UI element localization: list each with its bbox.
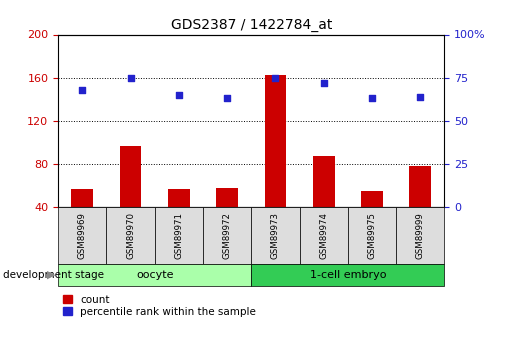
- Text: GSM89973: GSM89973: [271, 212, 280, 259]
- Point: [78, 87, 86, 92]
- FancyBboxPatch shape: [203, 207, 251, 264]
- Text: development stage: development stage: [3, 270, 104, 280]
- FancyBboxPatch shape: [58, 264, 251, 286]
- FancyBboxPatch shape: [107, 207, 155, 264]
- Bar: [216, 188, 238, 207]
- FancyBboxPatch shape: [299, 207, 348, 264]
- Bar: [120, 146, 141, 207]
- Bar: [71, 189, 93, 207]
- FancyBboxPatch shape: [251, 264, 444, 286]
- FancyBboxPatch shape: [155, 207, 203, 264]
- Point: [271, 75, 279, 80]
- Bar: [168, 189, 190, 207]
- Point: [175, 92, 183, 98]
- Point: [416, 94, 424, 99]
- FancyBboxPatch shape: [251, 207, 299, 264]
- Text: GSM89969: GSM89969: [78, 212, 87, 259]
- Bar: [313, 156, 334, 207]
- Legend: count, percentile rank within the sample: count, percentile rank within the sample: [63, 295, 256, 317]
- Text: GSM89999: GSM89999: [416, 212, 425, 259]
- Text: GSM89970: GSM89970: [126, 212, 135, 259]
- Text: ▶: ▶: [47, 270, 56, 280]
- Bar: [265, 76, 286, 207]
- Bar: [361, 191, 383, 207]
- Text: oocyte: oocyte: [136, 270, 173, 280]
- Point: [320, 80, 328, 86]
- Text: GSM89972: GSM89972: [223, 212, 232, 259]
- Text: 1-cell embryo: 1-cell embryo: [310, 270, 386, 280]
- Text: GSM89974: GSM89974: [319, 212, 328, 259]
- Point: [126, 75, 134, 80]
- FancyBboxPatch shape: [396, 207, 444, 264]
- FancyBboxPatch shape: [58, 207, 107, 264]
- Point: [368, 96, 376, 101]
- Title: GDS2387 / 1422784_at: GDS2387 / 1422784_at: [171, 18, 332, 32]
- Text: GSM89971: GSM89971: [174, 212, 183, 259]
- Text: GSM89975: GSM89975: [368, 212, 376, 259]
- FancyBboxPatch shape: [348, 207, 396, 264]
- Bar: [410, 166, 431, 207]
- Point: [223, 96, 231, 101]
